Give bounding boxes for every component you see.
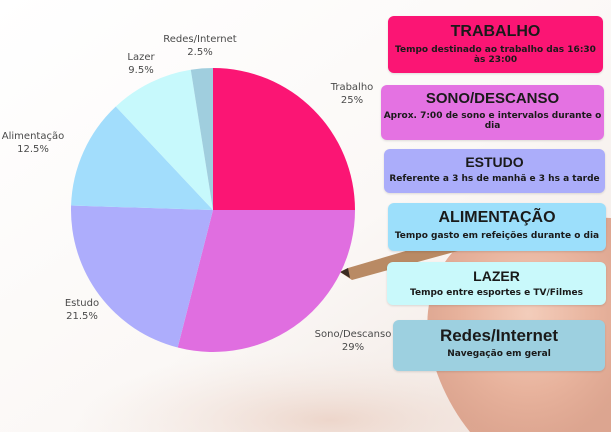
- pie-slice-3: [71, 106, 213, 210]
- legend-card-3: ALIMENTAÇÃO Tempo gasto em refeições dura…: [388, 203, 606, 251]
- slice-label-1: Sono/Descanso: [315, 329, 392, 340]
- legend-card-title: ALIMENTAÇÃO: [438, 209, 556, 226]
- legend-card-subtitle: Navegação em geral: [447, 349, 551, 359]
- legend-card-subtitle: Tempo gasto em refeições durante o dia: [394, 231, 600, 241]
- legend-card-2: ESTUDO Referente a 3 hs de manhã e 3 hs a…: [384, 149, 605, 193]
- slice-value-4: 9.5%: [128, 65, 153, 76]
- legend-card-4: LAZER Tempo entre esportes e TV/Filmes: [387, 262, 606, 305]
- slice-label-4: Lazer: [127, 52, 155, 63]
- slice-label-5: Redes/Internet: [163, 34, 237, 45]
- legend-card-subtitle: Referente a 3 hs de manhã e 3 hs a tarde: [389, 174, 600, 184]
- slice-value-3: 12.5%: [17, 144, 49, 155]
- slice-value-0: 25%: [341, 95, 363, 106]
- legend-card-0: TRABALHO Tempo destinado ao trabalho das …: [388, 16, 603, 73]
- pie-slices: [71, 68, 355, 352]
- pie-slice-4: [115, 69, 213, 210]
- pie-labels: Trabalho 25% Sono/Descanso 29% Estudo 21.5% Al…: [2, 34, 392, 353]
- slice-label-0: Trabalho: [330, 82, 374, 93]
- pie-slice-2: [71, 205, 213, 348]
- legend-card-subtitle: Aprox. 7:00 de sono e intervalos durante…: [383, 111, 602, 131]
- legend-card-subtitle: Tempo entre esportes e TV/Filmes: [410, 288, 583, 298]
- legend-card-title: LAZER: [473, 268, 520, 284]
- slice-label-3: Alimentação: [2, 131, 64, 142]
- legend-card-5: Redes/Internet Navegação em geral: [393, 320, 605, 371]
- legend-card-title: TRABALHO: [450, 23, 541, 40]
- slice-value-5: 2.5%: [187, 47, 212, 58]
- legend-card-title: Redes/Internet: [439, 326, 559, 345]
- legend-card-title: ESTUDO: [465, 154, 524, 170]
- slice-value-1: 29%: [342, 342, 364, 353]
- legend-card-1: SONO/DESCANSO Aprox. 7:00 de sono e inter…: [381, 85, 604, 140]
- legend-card-subtitle: Tempo destinado ao trabalho das 16:30 às…: [395, 45, 596, 65]
- legend-card-title: SONO/DESCANSO: [425, 90, 560, 107]
- pie-slice-0: [213, 68, 355, 210]
- slice-value-2: 21.5%: [66, 311, 98, 322]
- pie-slice-1: [177, 210, 355, 352]
- slice-label-2: Estudo: [65, 298, 99, 309]
- pie-slice-5: [190, 68, 213, 210]
